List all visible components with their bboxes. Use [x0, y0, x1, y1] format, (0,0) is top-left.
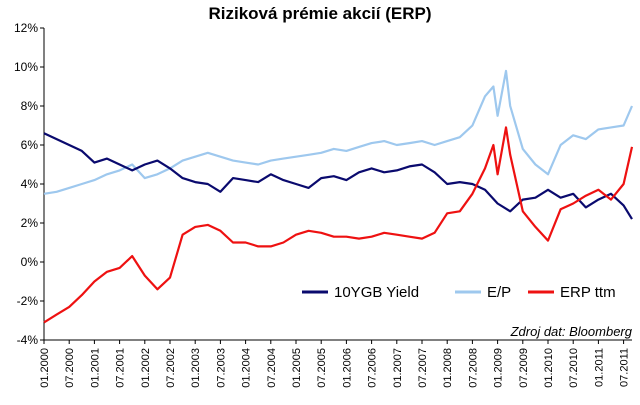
- x-tick-label: 01.2007: [392, 348, 404, 388]
- x-tick-label: 07.2001: [115, 348, 127, 388]
- y-tick-label: -2%: [17, 294, 39, 308]
- x-tick-label: 01.2011: [593, 348, 605, 387]
- x-tick-label: 07.2007: [417, 348, 429, 388]
- x-tick-label: 07.2009: [518, 348, 530, 388]
- y-tick-label: 4%: [21, 177, 39, 191]
- legend-label: E/P: [487, 284, 511, 301]
- y-tick-label: 2%: [21, 216, 39, 230]
- x-tick-label: 01.2006: [341, 348, 353, 388]
- x-tick-label: 01.2000: [39, 348, 51, 388]
- x-tick-label: 01.2008: [442, 348, 454, 388]
- x-tick-label: 07.2002: [165, 348, 177, 388]
- y-tick-label: 8%: [21, 99, 39, 113]
- x-tick-label: 07.2011: [619, 348, 631, 387]
- x-tick-label: 01.2005: [291, 348, 303, 388]
- x-tick-label: 01.2002: [140, 348, 152, 388]
- x-tick-label: 07.2005: [316, 348, 328, 388]
- y-tick-label: 6%: [21, 138, 39, 152]
- x-tick-label: 07.2006: [367, 348, 379, 388]
- series-line-1: [43, 132, 633, 220]
- x-tick-label: 01.2001: [89, 348, 101, 388]
- chart-title: Riziková prémie akcií (ERP): [208, 4, 432, 23]
- x-tick-label: 01.2009: [493, 348, 505, 388]
- x-tick-label: 07.2008: [467, 348, 479, 388]
- y-tick-label: -4%: [17, 333, 39, 347]
- legend-label: 10YGB Yield: [334, 284, 419, 301]
- x-tick-label: 01.2003: [190, 348, 202, 388]
- y-tick-label: 0%: [21, 255, 39, 269]
- legend: 10YGB Yield E/P ERP ttm: [302, 284, 616, 301]
- y-tick-label: 12%: [14, 21, 38, 35]
- x-tick-label: 07.2003: [215, 348, 227, 388]
- x-tick-label: 07.2004: [266, 348, 278, 388]
- series-line-2: [43, 69, 634, 195]
- y-tick-label: 10%: [14, 60, 38, 74]
- x-tick-label: 07.2010: [568, 348, 580, 388]
- x-tick-label: 01.2004: [241, 348, 253, 388]
- x-tick-label: 07.2000: [64, 348, 76, 388]
- x-tick-label: 01.2010: [543, 348, 555, 388]
- legend-label: ERP ttm: [560, 284, 616, 301]
- series-line-3: [43, 126, 634, 324]
- source-note: Zdroj dat: Bloomberg: [510, 324, 633, 339]
